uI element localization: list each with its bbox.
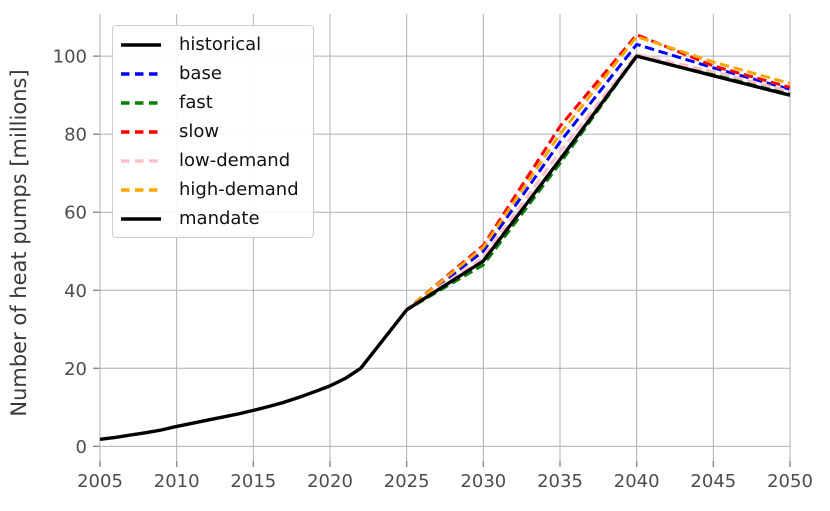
x-tick-label: 2005 — [77, 471, 123, 492]
y-tick-label: 80 — [64, 125, 87, 146]
legend-label: fast — [179, 91, 213, 113]
legend-line-swatch — [121, 42, 161, 47]
legend-line-swatch — [121, 71, 161, 76]
y-tick-label: 0 — [76, 437, 87, 458]
legend-line-swatch — [121, 216, 161, 221]
y-tick-label: 60 — [64, 203, 87, 224]
grid-lines — [99, 14, 791, 460]
legend-label: high-demand — [179, 178, 299, 200]
legend-item-low-demand: low-demand — [119, 146, 299, 175]
series-lines — [99, 33, 791, 441]
legend-item-high-demand: high-demand — [119, 175, 299, 204]
x-tick-label: 2025 — [384, 471, 430, 492]
series-line-mandate — [359, 54, 791, 370]
y-tick-label: 100 — [53, 47, 87, 68]
x-tick-label: 2020 — [307, 471, 353, 492]
legend-label: mandate — [179, 207, 260, 229]
x-tick-label: 2015 — [230, 471, 276, 492]
legend-line-swatch — [121, 158, 161, 163]
y-tick-label: 40 — [64, 281, 87, 302]
x-tick-label: 2040 — [614, 471, 660, 492]
legend-line-swatch — [121, 100, 161, 105]
legend-label: low-demand — [179, 149, 291, 171]
legend-line-swatch — [121, 187, 161, 192]
x-tick-label: 2045 — [690, 471, 736, 492]
series-line-base — [359, 42, 791, 370]
x-tick-label: 2050 — [767, 471, 813, 492]
legend: historical base fast slow low-demand high-dem… — [112, 25, 314, 238]
series-line-low-demand — [359, 52, 791, 370]
x-tick-label: 2030 — [460, 471, 506, 492]
legend-item-historical: historical — [119, 30, 299, 59]
legend-line-swatch — [121, 129, 161, 134]
axis-tick-labels: 2005 2010 2015 2020 2025 2030 2035 2040 2045 2050… — [53, 47, 813, 492]
x-tick-label: 2035 — [537, 471, 583, 492]
legend-item-slow: slow — [119, 117, 299, 146]
y-tick-label: 20 — [64, 359, 87, 380]
legend-item-base: base — [119, 59, 299, 88]
legend-label: historical — [179, 33, 262, 55]
y-axis-label: Number of heat pumps [millions] — [7, 69, 31, 416]
legend-item-fast: fast — [119, 88, 299, 117]
x-tick-label: 2010 — [154, 471, 200, 492]
series-line-historical — [99, 366, 362, 441]
legend-label: base — [179, 62, 222, 84]
axis-tick-marks — [93, 55, 791, 467]
series-line-slow — [359, 33, 791, 370]
series-line-high-demand — [359, 35, 791, 370]
legend-item-mandate: mandate — [119, 204, 299, 233]
legend-label: slow — [179, 120, 220, 142]
